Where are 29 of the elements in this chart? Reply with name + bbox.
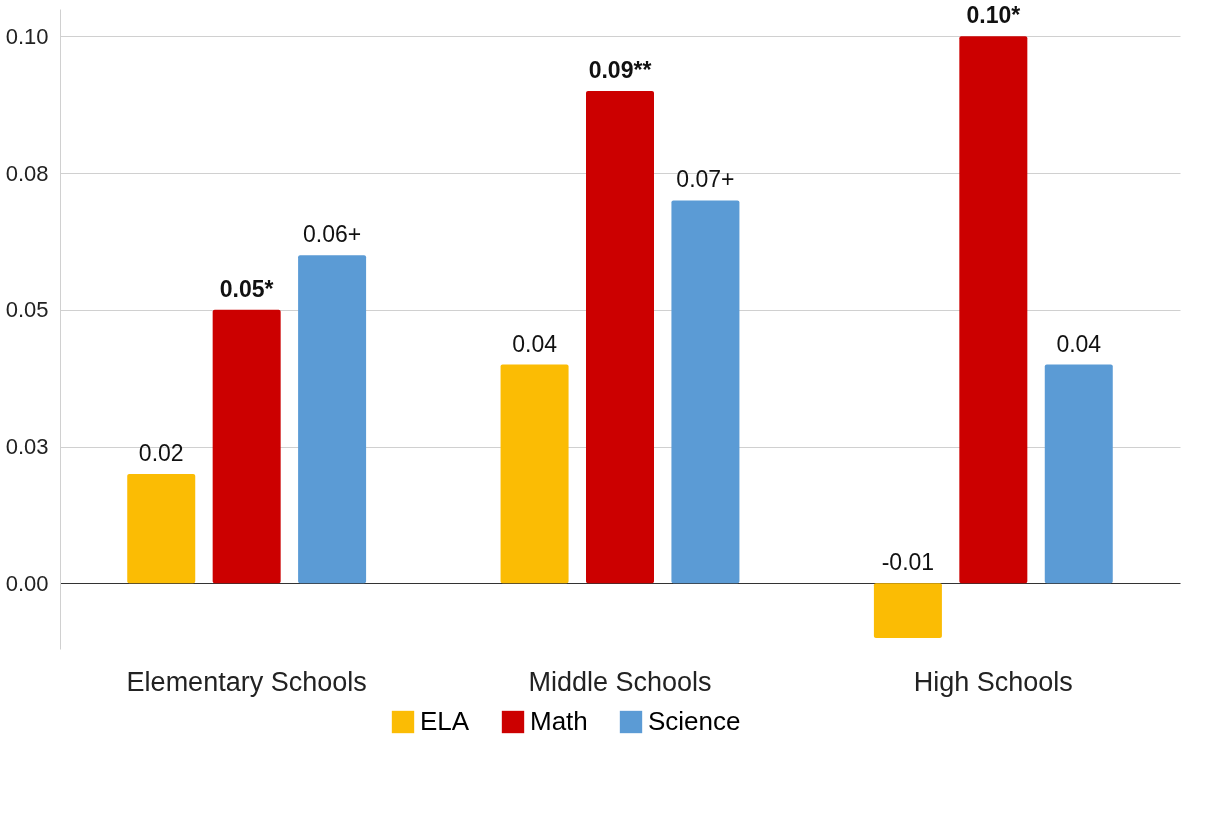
- bar: [127, 473, 196, 584]
- data-label: 0.10*: [966, 2, 1021, 29]
- legend-label: Math: [530, 706, 588, 736]
- bar: [212, 309, 281, 584]
- y-tick-label: 0.05: [5, 297, 49, 323]
- legend-label: ELA: [420, 706, 470, 736]
- y-tick-label: 0.08: [5, 160, 49, 186]
- data-label: 0.05*: [219, 275, 274, 302]
- data-label: 0.06+: [303, 221, 362, 248]
- bar: [1044, 364, 1113, 584]
- data-label: 0.07+: [676, 166, 735, 193]
- y-tick-label: 0.00: [5, 570, 49, 596]
- bar: [671, 200, 740, 584]
- bar: [959, 36, 1028, 584]
- data-label: 0.02: [138, 439, 184, 466]
- legend-label: Science: [648, 706, 741, 736]
- bar: [873, 583, 942, 639]
- bar: [500, 364, 569, 584]
- x-tick-label: Middle Schools: [528, 666, 712, 697]
- data-label: 0.09**: [588, 57, 652, 84]
- y-tick-label: 0.03: [5, 434, 49, 460]
- bar: [298, 255, 367, 584]
- data-label: -0.01: [881, 549, 935, 576]
- data-label: 0.04: [1056, 330, 1102, 357]
- data-label: 0.04: [512, 330, 558, 357]
- y-tick-label: 0.10: [5, 23, 49, 49]
- x-tick-label: Elementary Schools: [126, 666, 367, 697]
- bar: [586, 91, 654, 584]
- x-tick-label: High Schools: [913, 666, 1073, 697]
